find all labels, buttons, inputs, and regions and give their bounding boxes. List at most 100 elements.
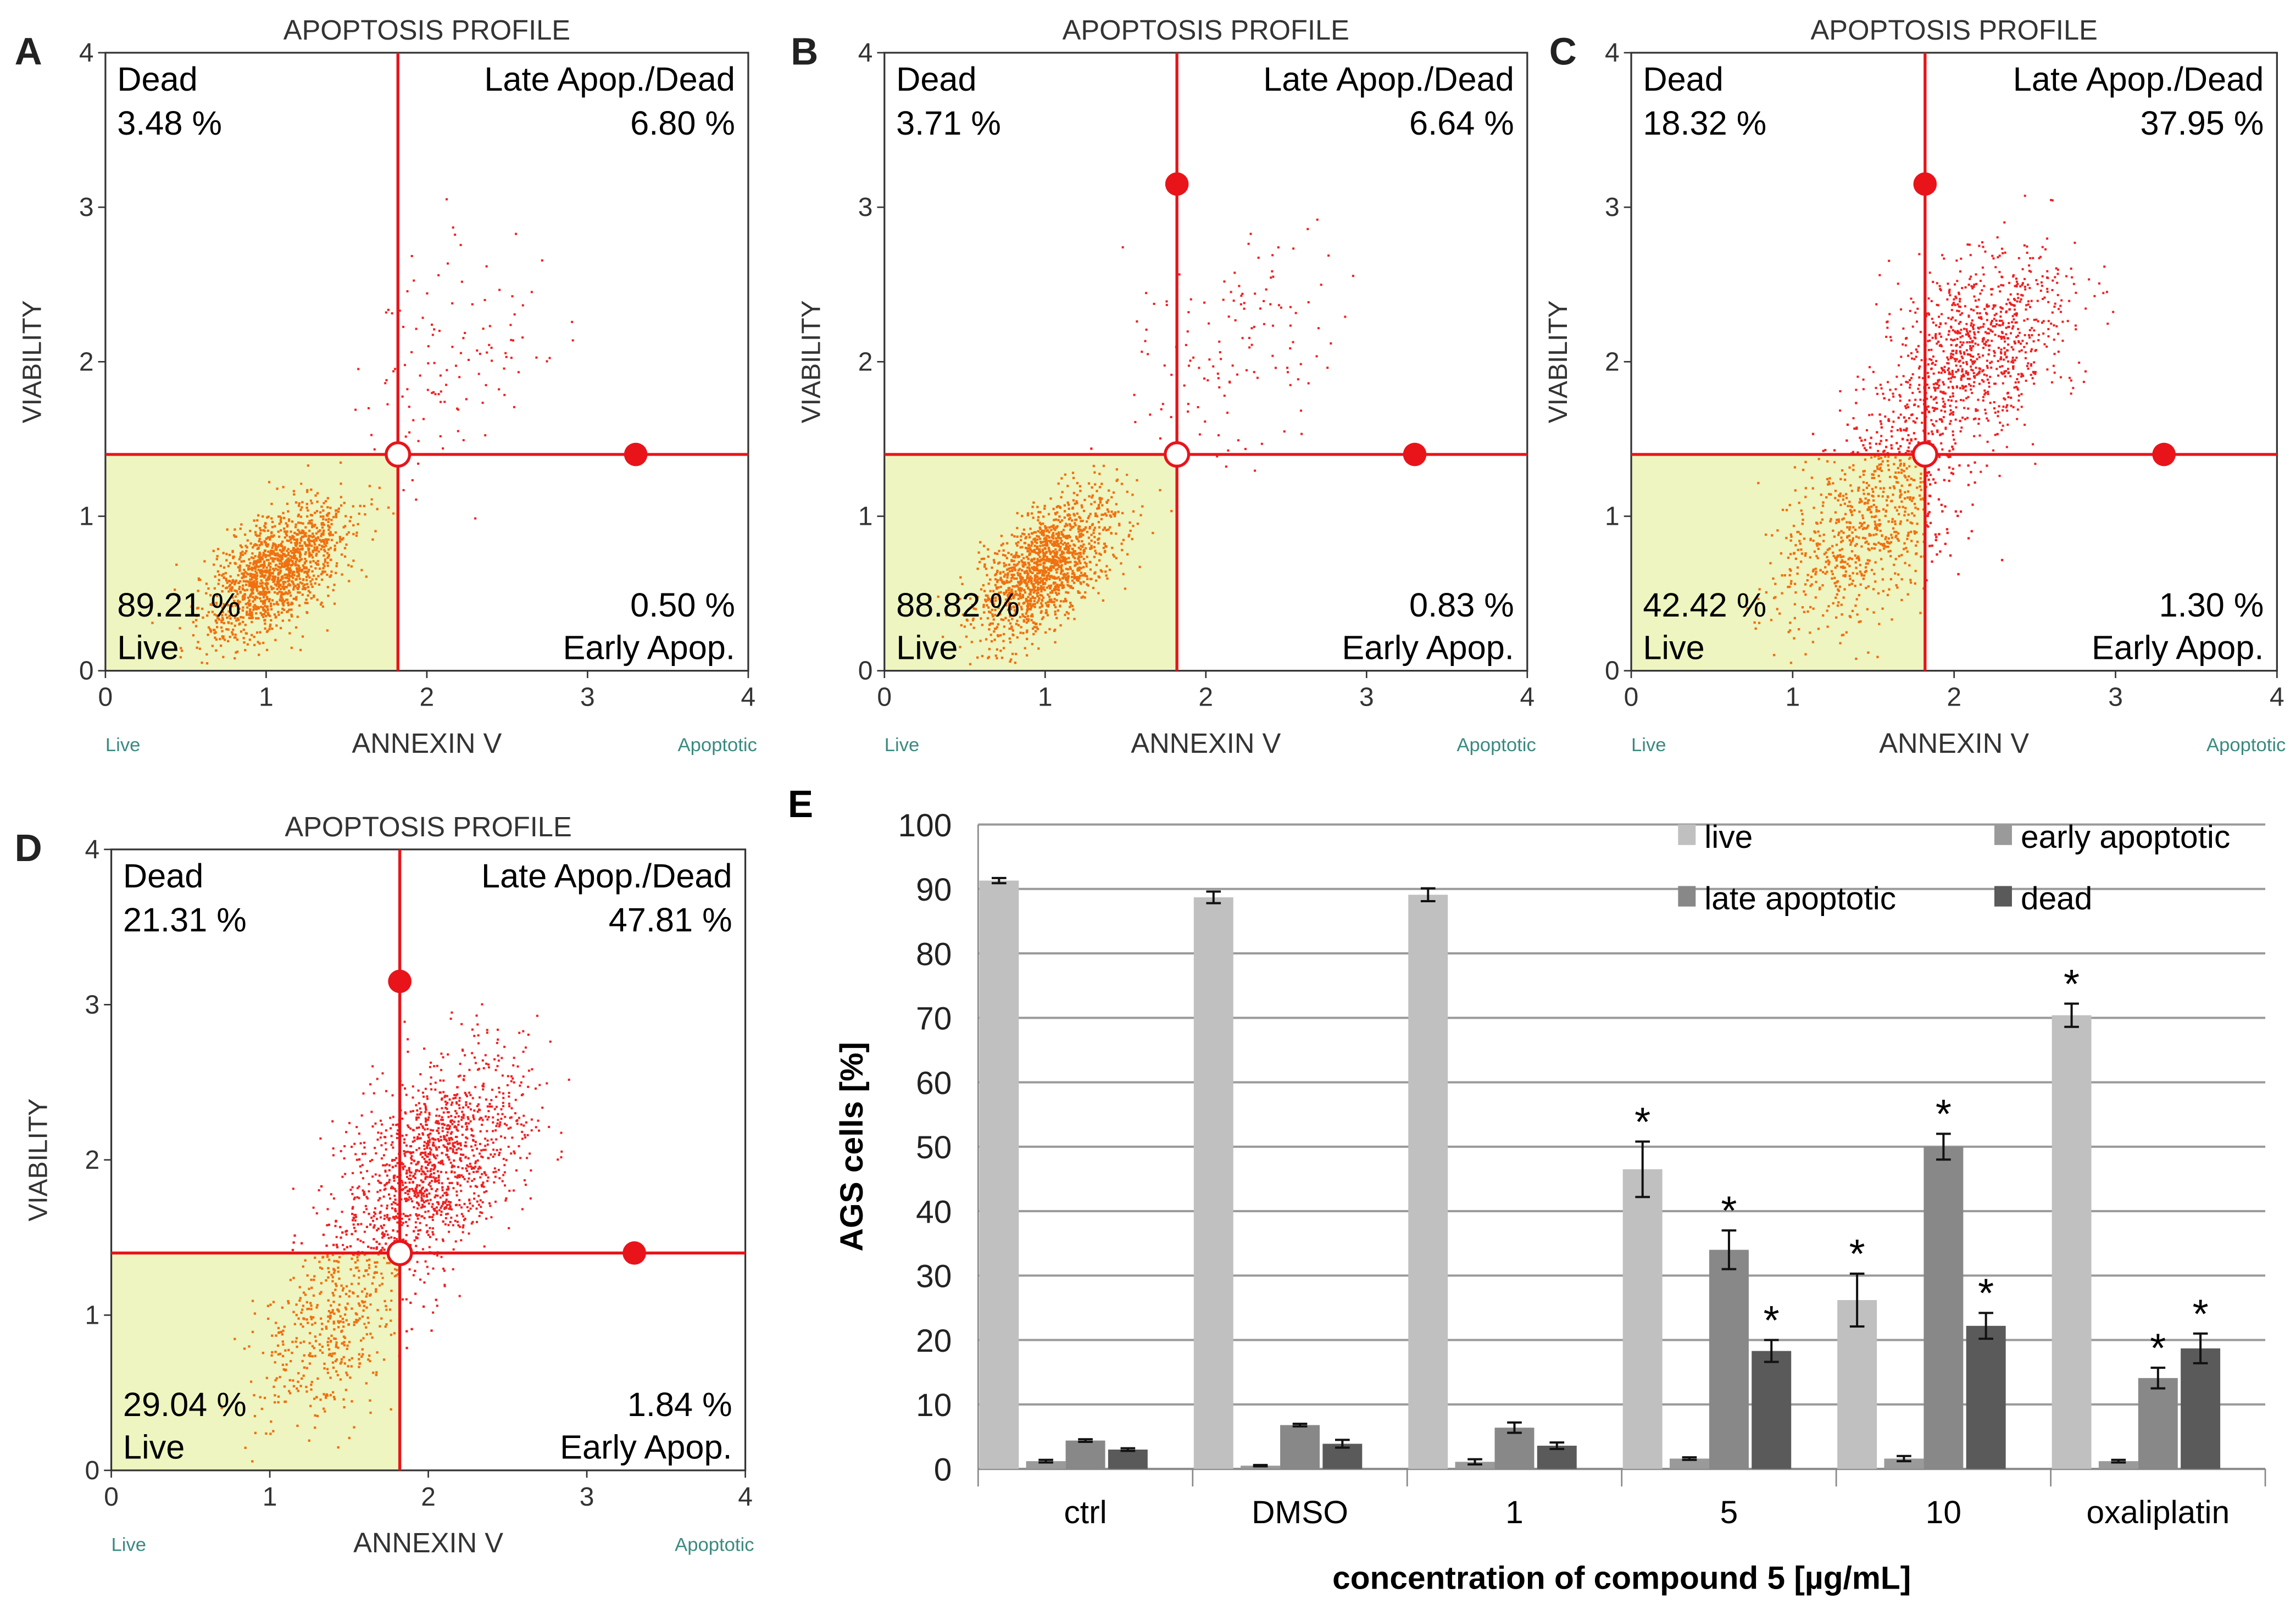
data-point (1021, 532, 1024, 535)
data-point (1971, 392, 1973, 394)
data-point (1993, 407, 1995, 409)
data-point (1928, 349, 1930, 351)
data-point (253, 580, 255, 582)
data-point (335, 572, 337, 574)
data-point (264, 623, 266, 625)
data-point (1954, 360, 1956, 362)
data-point (1882, 590, 1884, 592)
data-point (323, 546, 325, 548)
data-point (1027, 558, 1030, 560)
data-point (285, 591, 287, 593)
data-point (1852, 537, 1854, 540)
data-point (1973, 481, 1976, 484)
data-point (1919, 391, 1921, 393)
data-point (247, 539, 249, 541)
data-point (1257, 377, 1259, 379)
data-point (353, 1321, 355, 1323)
data-point (1071, 570, 1074, 572)
data-point (1090, 447, 1092, 449)
data-point (1852, 464, 1854, 467)
data-point (1114, 515, 1116, 517)
data-point (1003, 625, 1005, 628)
data-point (1861, 514, 1864, 517)
data-point (281, 593, 283, 596)
data-point (1796, 573, 1798, 575)
data-point (242, 588, 244, 590)
data-point (1289, 325, 1292, 327)
data-point (2068, 300, 2070, 302)
data-point (1053, 562, 1055, 564)
data-point (1956, 332, 1959, 335)
data-point (286, 503, 288, 505)
data-point (180, 647, 182, 649)
data-point (1973, 435, 1975, 437)
data-point (1105, 501, 1108, 503)
data-point (1904, 475, 1906, 477)
data-point (1949, 294, 1951, 296)
data-point (1934, 534, 1937, 536)
data-point (254, 574, 256, 576)
data-point (1913, 432, 1915, 434)
data-point (1809, 556, 1811, 558)
data-point (1908, 446, 1910, 448)
data-point (1060, 573, 1062, 575)
data-point (1022, 602, 1025, 604)
data-point (1994, 434, 1997, 436)
data-point (266, 577, 269, 579)
data-point (1946, 528, 1948, 530)
data-point (263, 596, 265, 598)
data-point (1881, 387, 1883, 390)
data-point (1041, 610, 1043, 612)
data-point (1043, 530, 1045, 532)
data-point (1942, 381, 1944, 384)
data-point (274, 543, 276, 546)
data-point (218, 574, 220, 576)
data-point (268, 572, 270, 574)
data-point (298, 604, 301, 607)
data-point (1287, 371, 1289, 373)
data-point (325, 519, 327, 521)
data-point (1855, 389, 1857, 391)
live-quadrant-label: Live (896, 629, 958, 666)
data-point (1832, 530, 1834, 532)
data-point (1031, 578, 1033, 580)
data-point (1047, 605, 1049, 607)
data-point (258, 535, 260, 537)
data-point (1159, 489, 1161, 491)
data-point (2026, 252, 2028, 254)
data-point (1289, 306, 1292, 308)
data-point (1878, 510, 1880, 512)
data-point (1904, 507, 1906, 509)
data-point (1944, 323, 1947, 325)
data-point (1956, 310, 1958, 312)
data-point (1815, 568, 1817, 570)
data-point (340, 462, 342, 464)
data-point (2002, 284, 2004, 286)
y-axis-label: VIABILITY (18, 300, 47, 423)
data-point (1055, 571, 1058, 574)
data-point (323, 524, 325, 526)
data-point (983, 565, 986, 568)
dead-quadrant-percent: 3.48 % (117, 104, 222, 142)
data-point (1999, 320, 2001, 322)
data-point (1865, 449, 1867, 451)
data-point (1049, 553, 1052, 555)
data-point (2016, 387, 2019, 390)
data-point (1069, 606, 1071, 608)
data-point (999, 571, 1002, 574)
data-point (229, 562, 231, 564)
data-point (1166, 304, 1168, 306)
data-point (269, 624, 271, 626)
data-point (1842, 556, 1844, 558)
data-point (1032, 585, 1035, 587)
data-point (422, 418, 425, 420)
data-point (208, 626, 210, 629)
data-point (1046, 530, 1048, 532)
data-point (1889, 487, 1891, 489)
data-point (274, 583, 276, 585)
data-point (197, 641, 199, 643)
data-point (1233, 299, 1235, 302)
data-point (277, 515, 280, 518)
data-point (320, 515, 322, 518)
data-point (1842, 498, 1844, 501)
